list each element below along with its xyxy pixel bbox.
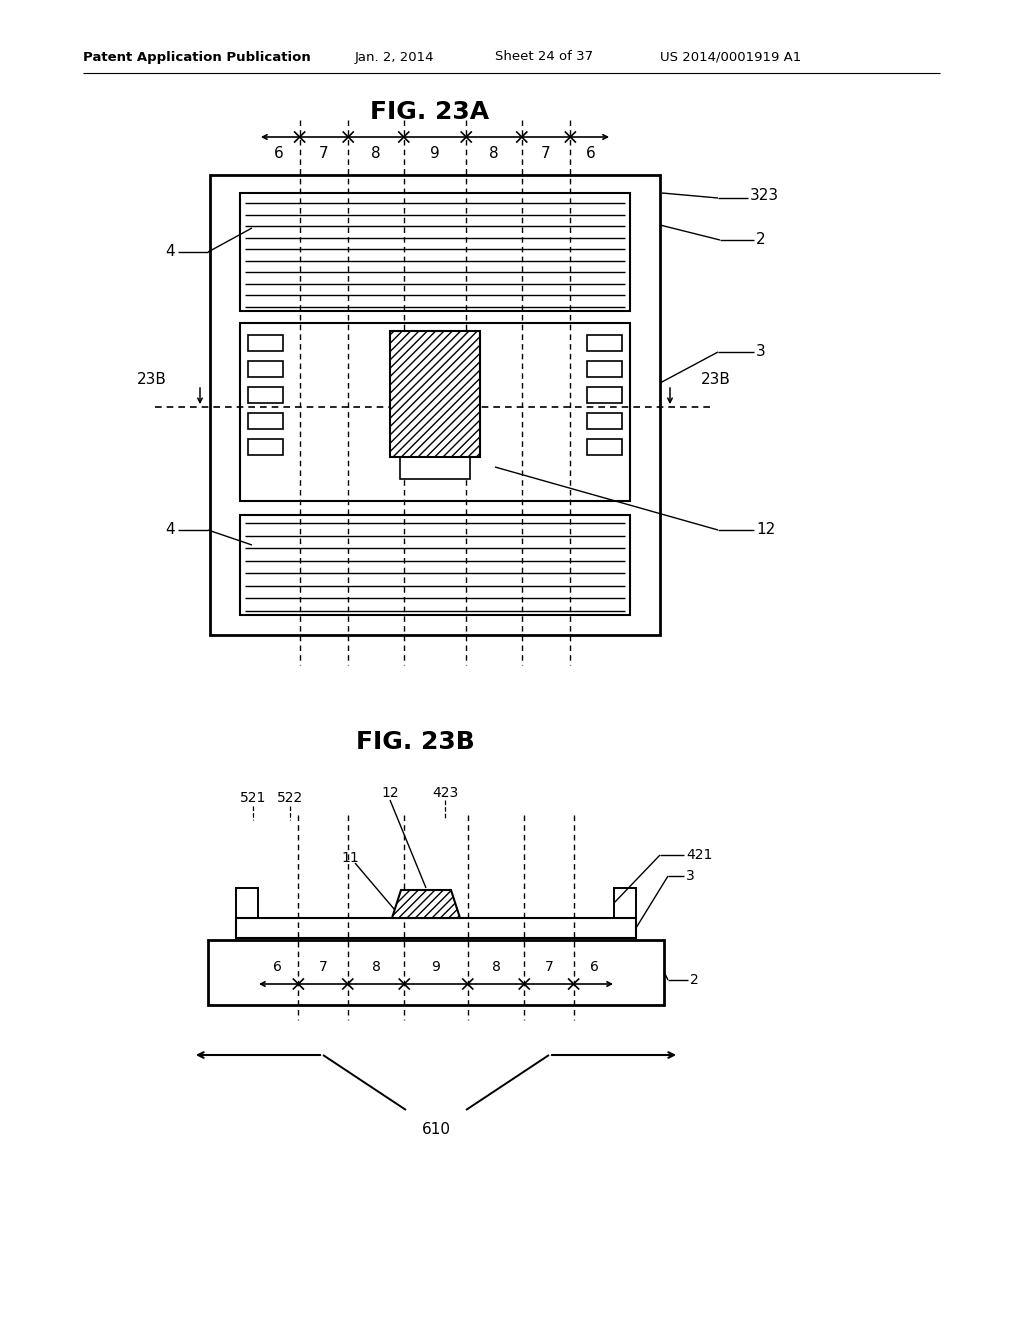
Bar [587, 360, 622, 378]
Text: 2: 2 [690, 973, 698, 987]
Text: 7: 7 [542, 145, 551, 161]
Text: Sheet 24 of 37: Sheet 24 of 37 [495, 50, 593, 63]
Text: 8: 8 [492, 960, 501, 974]
Text: 11: 11 [341, 851, 358, 865]
Bar [390, 331, 480, 457]
Bar [240, 515, 630, 615]
Bar [236, 888, 258, 917]
Text: US 2014/0001919 A1: US 2014/0001919 A1 [660, 50, 801, 63]
Text: FIG. 23B: FIG. 23B [355, 730, 474, 754]
Text: 3: 3 [686, 869, 694, 883]
Bar [248, 413, 283, 429]
Text: 8: 8 [372, 960, 381, 974]
Text: FIG. 23A: FIG. 23A [371, 100, 489, 124]
Text: 9: 9 [431, 960, 440, 974]
Bar [614, 888, 636, 917]
Bar [587, 387, 622, 403]
Bar [208, 940, 664, 1005]
Text: 9: 9 [430, 145, 440, 161]
Bar [587, 413, 622, 429]
Text: 7: 7 [318, 960, 328, 974]
Polygon shape [392, 890, 460, 917]
Text: 3: 3 [756, 345, 766, 359]
Text: 521: 521 [240, 791, 266, 805]
Text: 8: 8 [489, 145, 499, 161]
Bar [240, 323, 630, 502]
Bar [248, 387, 283, 403]
Text: 610: 610 [422, 1122, 451, 1138]
Bar [240, 193, 630, 312]
Bar [248, 360, 283, 378]
Text: 522: 522 [276, 791, 303, 805]
Text: 421: 421 [686, 847, 713, 862]
Text: 423: 423 [432, 785, 458, 800]
Text: 23B: 23B [137, 371, 167, 387]
Bar [210, 176, 660, 635]
Text: 12: 12 [381, 785, 398, 800]
Text: 23B: 23B [701, 371, 731, 387]
Bar [236, 917, 636, 939]
Bar [248, 440, 283, 455]
Text: Jan. 2, 2014: Jan. 2, 2014 [355, 50, 434, 63]
Bar [400, 457, 470, 479]
Bar [587, 335, 622, 351]
Text: 12: 12 [756, 523, 775, 537]
Text: 4: 4 [165, 523, 175, 537]
Text: 7: 7 [545, 960, 553, 974]
Text: 8: 8 [371, 145, 381, 161]
Text: 6: 6 [591, 960, 599, 974]
Text: 323: 323 [750, 187, 779, 202]
Text: 6: 6 [272, 960, 282, 974]
Text: 7: 7 [319, 145, 329, 161]
Bar [587, 440, 622, 455]
Text: 2: 2 [756, 232, 766, 248]
Text: 4: 4 [165, 244, 175, 260]
Text: 6: 6 [274, 145, 284, 161]
Text: 6: 6 [587, 145, 596, 161]
Text: Patent Application Publication: Patent Application Publication [83, 50, 310, 63]
Bar [248, 335, 283, 351]
